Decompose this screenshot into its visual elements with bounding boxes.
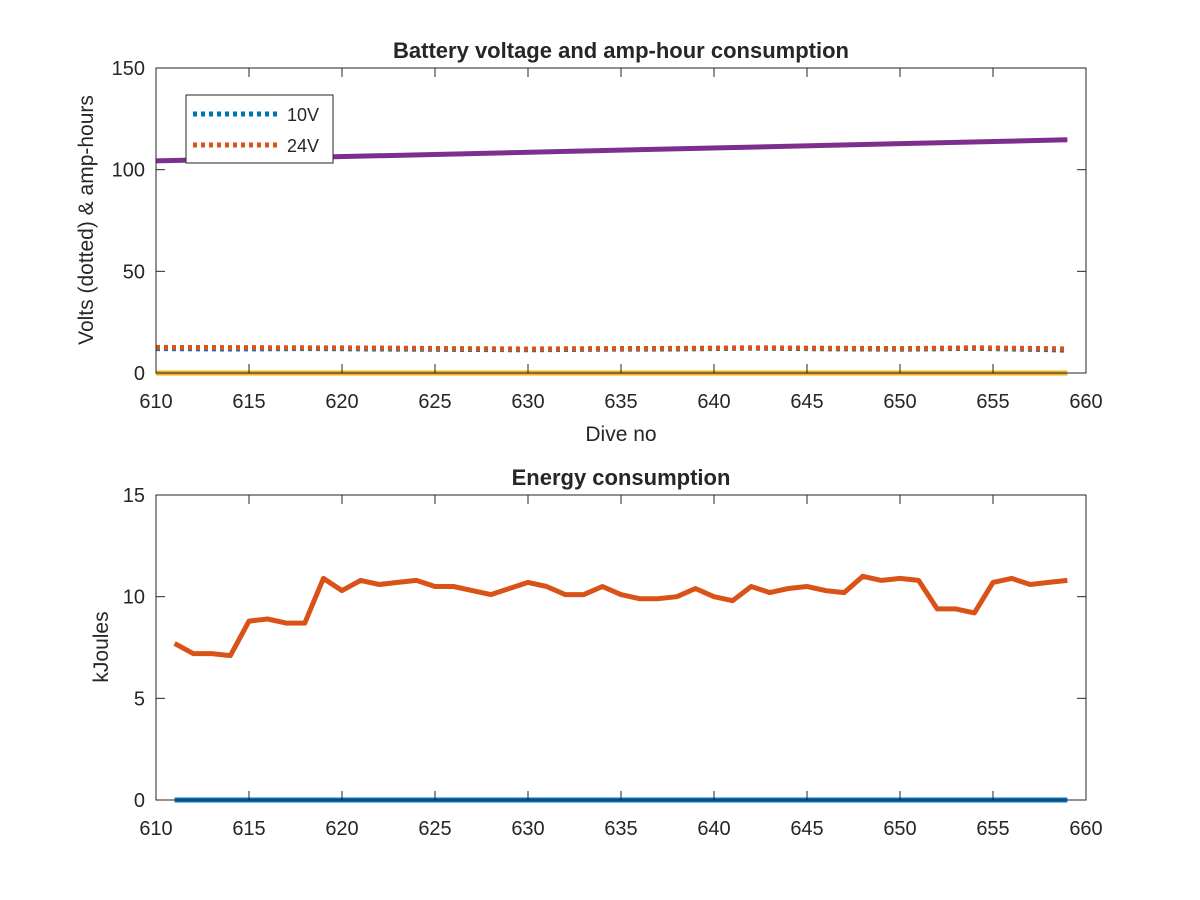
y-tick-label: 150: [112, 58, 145, 80]
y-axis-label: Volts (dotted) & amp-hours: [75, 95, 98, 345]
y-tick-label: 5: [134, 688, 145, 710]
legend-label-24v: 24V: [287, 136, 319, 156]
x-axis-label: Dive no: [585, 423, 656, 446]
x-tick-label: 655: [976, 818, 1009, 840]
x-tick-label: 610: [139, 391, 172, 413]
x-tick-label: 610: [139, 818, 172, 840]
series-line-24v: [155, 344, 1068, 352]
y-axis-label: kJoules: [90, 611, 113, 682]
y-tick-label: 0: [134, 363, 145, 385]
x-tick-label: 630: [511, 818, 544, 840]
x-tick-label: 660: [1069, 818, 1102, 840]
x-tick-label: 635: [604, 391, 637, 413]
x-tick-label: 615: [232, 391, 265, 413]
y-tick-label: 50: [123, 261, 145, 283]
x-tick-label: 620: [325, 391, 358, 413]
legend: 10V 24V: [185, 94, 334, 164]
x-tick-label: 640: [697, 391, 730, 413]
y-tick-label: 15: [123, 485, 145, 507]
y-tick-label: 10: [123, 587, 145, 609]
x-tick-label: 650: [883, 391, 916, 413]
chart-title: Energy consumption: [512, 465, 731, 490]
x-tick-label: 645: [790, 818, 823, 840]
x-tick-label: 625: [418, 818, 451, 840]
legend-label-10v: 10V: [287, 105, 319, 125]
x-tick-label: 635: [604, 818, 637, 840]
x-tick-label: 655: [976, 391, 1009, 413]
x-tick-label: 630: [511, 391, 544, 413]
y-tick-label: 0: [134, 790, 145, 812]
chart-title: Battery voltage and amp-hour consumption: [393, 38, 849, 63]
y-tick-label: 100: [112, 160, 145, 182]
series-line-1: [173, 573, 1068, 659]
legend-box: [185, 94, 334, 164]
voltage-amp-hour-plot: 610 615 620 625 630 635 640 645 650 655 660 0 50 100 1…: [75, 38, 1103, 446]
x-tick-label: 615: [232, 818, 265, 840]
x-tick-label: 640: [697, 818, 730, 840]
energy-consumption-plot: 610 615 620 625 630 635 640 645 650 655 660051015 …: [90, 465, 1103, 840]
x-tick-label: 650: [883, 818, 916, 840]
x-tick-label: 645: [790, 391, 823, 413]
x-tick-label: 620: [325, 818, 358, 840]
x-tick-label: 660: [1069, 391, 1102, 413]
x-tick-label: 625: [418, 391, 451, 413]
